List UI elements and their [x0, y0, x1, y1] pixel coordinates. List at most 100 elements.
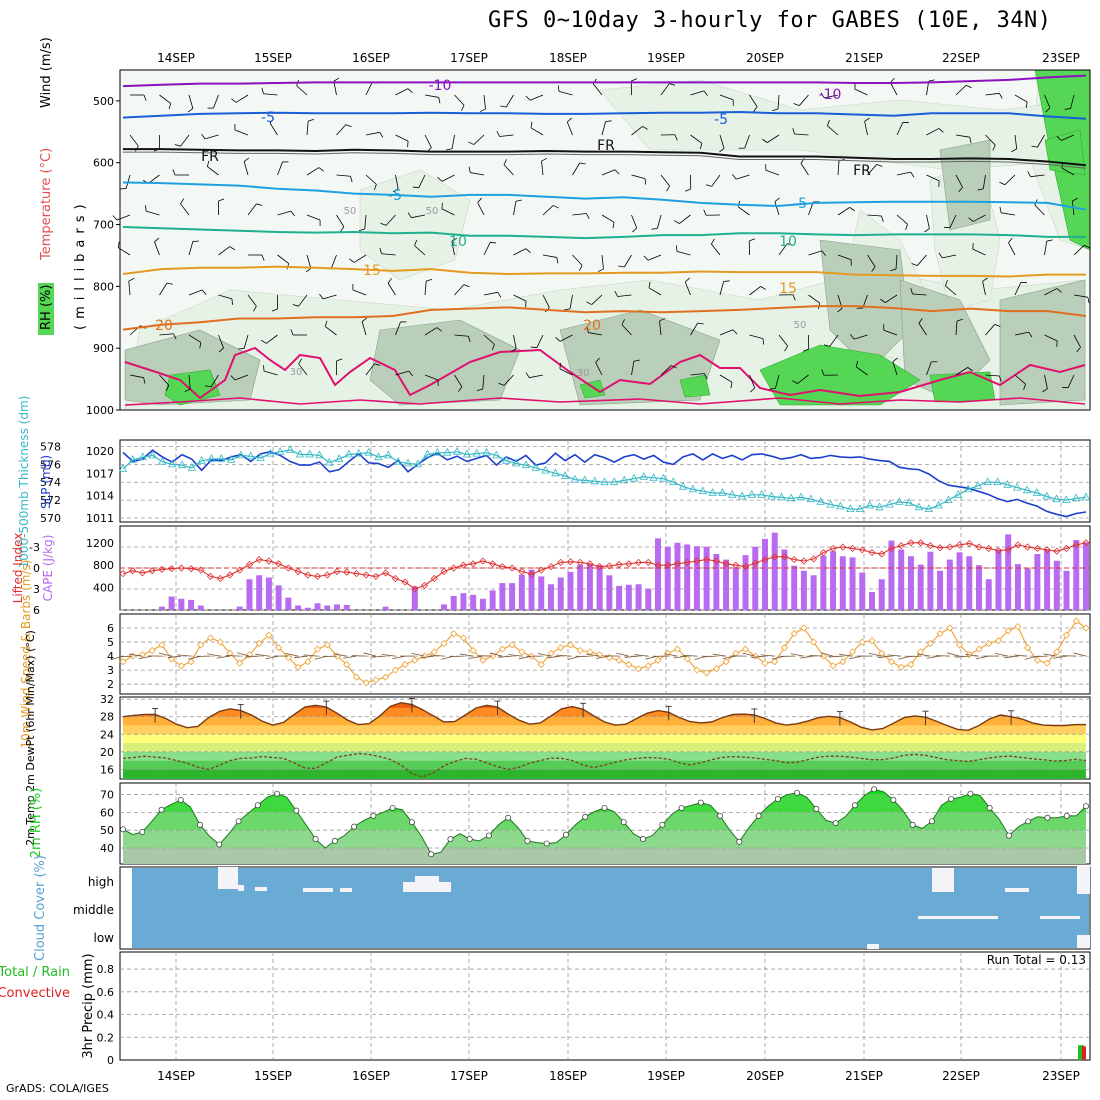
- wind-barb-flag: [463, 284, 470, 288]
- thickness-marker: [787, 493, 796, 502]
- cape-bar: [246, 579, 253, 610]
- date-label-top: 20SEP: [746, 51, 784, 65]
- cape-bar: [1073, 540, 1080, 610]
- wind-barb: [1013, 654, 1028, 657]
- wind-barb-flag: [705, 184, 712, 187]
- li-marker: [1062, 544, 1071, 552]
- y-tick-label: 32: [100, 693, 114, 706]
- wind-barb-flag: [911, 263, 918, 266]
- cape-bar: [304, 607, 311, 610]
- wind-speed-marker: [343, 660, 351, 669]
- wind-barb-flag: [387, 278, 392, 284]
- thickness-marker: [993, 477, 1002, 486]
- rh-marker: [851, 802, 858, 809]
- wind-barb-flag: [659, 317, 666, 322]
- upper-air-wind-barbs: [112, 77, 1090, 393]
- wind-barb: [418, 174, 426, 188]
- slp-tick-label: 1020: [86, 445, 114, 458]
- contour-label: 30: [577, 368, 590, 379]
- wind-barb: [942, 254, 957, 259]
- cape-bar: [995, 549, 1002, 610]
- wind-barb-flag: [982, 277, 988, 282]
- wind-speed-marker: [1014, 623, 1022, 631]
- li-marker: [848, 544, 857, 552]
- wind-barb: [513, 248, 527, 256]
- cape-bar: [888, 540, 895, 610]
- li-marker: [722, 560, 730, 568]
- thickness-marker: [138, 452, 147, 461]
- wind-barb: [1073, 244, 1085, 256]
- li-marker: [693, 557, 701, 565]
- cape-bar: [538, 576, 545, 610]
- wind-barb-flag: [120, 188, 127, 190]
- thickness-marker: [836, 501, 845, 510]
- thickness-marker: [305, 449, 314, 458]
- wind-barb: [575, 655, 590, 658]
- wind-barb: [483, 291, 498, 296]
- wind-barb: [1033, 655, 1048, 658]
- date-label-bottom: 14SEP: [157, 1069, 195, 1083]
- wind-barb-flag: [468, 336, 471, 343]
- wind-barb-flag: [243, 157, 250, 162]
- wind-barb: [917, 254, 927, 266]
- wind-barb: [277, 254, 289, 264]
- li-marker: [401, 578, 409, 586]
- wind-barb-flag: [1025, 101, 1028, 108]
- wind-barb-flag: [618, 265, 625, 268]
- cape-bar: [693, 546, 700, 610]
- wind-barb: [690, 134, 703, 144]
- wind-barb-flag: [753, 106, 758, 112]
- cape-tick-label: 1200: [86, 537, 114, 550]
- date-label-top: 21SEP: [845, 51, 883, 65]
- thickness-marker: [551, 468, 560, 477]
- wind-barb: [621, 324, 632, 336]
- wind-barb: [631, 361, 635, 376]
- li-marker: [129, 567, 137, 575]
- thickness-marker: [226, 455, 236, 463]
- thickness-marker: [482, 447, 491, 456]
- thickness-marker: [678, 481, 688, 490]
- cloud-clear-patch: [1005, 888, 1029, 892]
- wind-barb: [749, 286, 761, 296]
- cloud-clear-patch: [1077, 866, 1090, 894]
- wind-barb-flag: [128, 278, 135, 282]
- y-tick-label: 4: [107, 650, 114, 663]
- thickness-marker: [207, 454, 216, 462]
- cape-bar: [810, 575, 817, 610]
- wind-barb-flag: [496, 130, 500, 137]
- wind-barb-flag: [553, 205, 559, 209]
- wind-barb-flag: [999, 181, 1006, 186]
- wind-barb-flag: [143, 94, 147, 101]
- wind-barb: [955, 174, 963, 188]
- wind-barb-flag: [374, 363, 381, 366]
- rh-marker: [485, 832, 492, 839]
- wind-barb: [676, 250, 691, 256]
- wind-barb: [591, 294, 603, 305]
- li-marker: [829, 544, 837, 552]
- cape-bar: [606, 575, 613, 610]
- wind-barb-flag: [479, 108, 486, 113]
- thickness-marker: [511, 458, 521, 467]
- wind-barb-flag: [392, 188, 399, 193]
- wind-barb-flag: [614, 169, 620, 175]
- rh-marker: [582, 813, 589, 820]
- cape-bar: [1053, 560, 1060, 610]
- cape-bar: [1034, 554, 1041, 610]
- wind-barb: [1053, 655, 1067, 659]
- rh-marker: [948, 796, 955, 802]
- li-marker: [313, 572, 322, 580]
- wind-speed-marker: [625, 660, 633, 669]
- wind-barb: [298, 363, 308, 376]
- wind-speed-marker: [362, 679, 370, 687]
- wind-barb: [333, 81, 337, 96]
- wind-barb-flag: [880, 298, 886, 303]
- wind-barb: [1044, 241, 1048, 256]
- wind-speed-marker: [440, 639, 448, 648]
- wind-barb: [285, 652, 299, 657]
- rh-marker: [813, 805, 820, 812]
- thickness-marker: [256, 453, 265, 462]
- rh-patch: [359, 169, 471, 281]
- wind-speed-marker: [323, 641, 331, 649]
- wind-barb-flag: [1072, 197, 1078, 202]
- wind-barb: [363, 652, 377, 657]
